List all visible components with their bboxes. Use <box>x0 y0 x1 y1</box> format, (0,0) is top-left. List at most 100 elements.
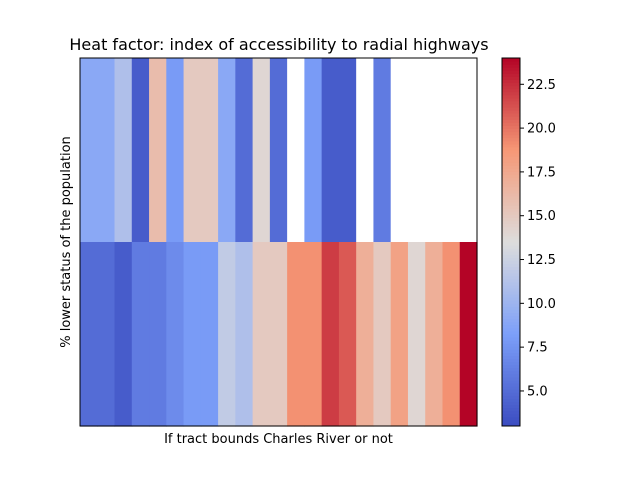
colorbar-gradient-step <box>502 85 520 90</box>
colorbar-gradient-step <box>502 58 520 62</box>
colorbar-gradient-step <box>502 334 520 338</box>
colorbar-gradient-step <box>502 140 520 145</box>
colorbar-tick-label: 17.5 <box>527 165 556 180</box>
heatmap-cell <box>235 242 254 427</box>
heatmap-cell <box>356 58 375 243</box>
colorbar-gradient-step <box>502 110 520 114</box>
colorbar-gradient-step <box>502 297 520 301</box>
colorbar-gradient-step <box>502 64 520 68</box>
colorbar-gradient-step <box>502 383 520 387</box>
colorbar-gradient-step <box>502 404 520 409</box>
colorbar-tick-label: 22.5 <box>527 78 556 93</box>
heatmap-cells <box>80 58 478 427</box>
colorbar-gradient-step <box>502 159 520 163</box>
colorbar-gradient-step <box>502 174 520 179</box>
heatmap-cell <box>149 58 167 243</box>
heatmap-cell <box>183 242 202 427</box>
colorbar-gradient-step <box>502 343 520 347</box>
colorbar-gradient-step <box>502 143 520 148</box>
colorbar-gradient-step <box>502 312 520 317</box>
colorbar-gradient-step <box>502 165 520 169</box>
colorbar-gradient-step <box>502 376 520 381</box>
colorbar-gradient-step <box>502 150 520 154</box>
heatmap-cell <box>235 58 254 243</box>
heatmap-cell <box>252 58 271 243</box>
colorbar-gradient-step <box>502 340 520 344</box>
heatmap-cell <box>373 242 392 427</box>
colorbar-gradient-step <box>502 226 520 231</box>
colorbar-gradient-step <box>502 260 520 264</box>
colorbar-gradient-step <box>502 315 520 320</box>
y-axis-label: % lower status of the population <box>59 136 74 348</box>
colorbar-gradient-step <box>502 263 520 268</box>
colorbar-gradient-step <box>502 248 520 252</box>
heatmap-cell <box>425 242 444 427</box>
colorbar-gradient-step <box>502 137 520 142</box>
colorbar-gradient-step <box>502 202 520 206</box>
colorbar-gradient-step <box>502 251 520 255</box>
colorbar-gradient-step <box>502 386 520 390</box>
heatmap-cell <box>114 242 133 427</box>
colorbar-tick-label: 20.0 <box>527 122 556 137</box>
plot-frame <box>79 57 478 427</box>
heatmap-cell <box>131 58 150 243</box>
heatmap-cell <box>97 58 116 243</box>
colorbar-gradient-step <box>502 398 520 402</box>
colorbar-gradient-step <box>502 413 520 418</box>
colorbar-gradient-step <box>502 358 520 363</box>
colorbar-gradient-step <box>502 192 520 197</box>
heatmap-cell <box>80 58 98 243</box>
colorbar-gradient-step <box>502 318 520 323</box>
colorbar-gradient-step <box>502 272 520 277</box>
colorbar-gradient-step <box>502 407 520 412</box>
colorbar-gradient-step <box>502 208 520 212</box>
colorbar-gradient-step <box>502 168 520 172</box>
colorbar-gradient-step <box>502 131 520 136</box>
colorbar-gradient-step <box>502 269 520 274</box>
colorbar-gradient-step <box>502 238 520 243</box>
colorbar-gradient-step <box>502 346 520 350</box>
colorbar-gradient-step <box>502 254 520 258</box>
colorbar-tick-label: 12.5 <box>527 253 556 268</box>
heatmap-cell <box>407 242 426 427</box>
heatmap-cell <box>166 58 185 243</box>
colorbar-gradient-step <box>502 257 520 261</box>
colorbar-gradient-step <box>502 416 520 421</box>
colorbar-gradient-step <box>502 73 520 77</box>
heatmap-cell <box>269 58 288 243</box>
chart-title: Heat factor: index of accessibility to r… <box>69 35 488 54</box>
colorbar-gradient-step <box>502 266 520 271</box>
colorbar-gradient-step <box>502 217 520 222</box>
colorbar-gradient-step <box>502 214 520 218</box>
heatmap-cell <box>356 242 375 427</box>
heatmap-cell <box>459 242 478 427</box>
colorbar-gradient-step <box>502 97 520 102</box>
colorbar-gradient-step <box>502 162 520 166</box>
colorbar-gradient-step <box>502 189 520 194</box>
colorbar-tick-label: 7.5 <box>527 341 548 356</box>
colorbar-gradient-step <box>502 199 520 203</box>
heatmap-cell <box>373 58 392 243</box>
colorbar-gradient-step <box>502 309 520 314</box>
heatmap-cell <box>269 242 288 427</box>
colorbar-gradient-step <box>502 79 520 84</box>
colorbar-gradient-step <box>502 186 520 191</box>
heatmap-cell <box>338 58 357 243</box>
colorbar-gradient-step <box>502 122 520 126</box>
colorbar-gradient-step <box>502 410 520 415</box>
colorbar-gradient-step <box>502 61 520 65</box>
colorbar-gradient-step <box>502 211 520 215</box>
heatmap-cell <box>390 242 409 427</box>
heatmap-cell <box>287 58 305 243</box>
colorbar-gradient-step <box>502 171 520 176</box>
colorbar-tick-label: 15.0 <box>527 209 556 224</box>
colorbar-gradient-step <box>502 125 520 130</box>
colorbar-gradient-step <box>502 306 520 310</box>
colorbar: 5.0 7.5 10.0 12.5 15.0 17.5 20.0 22.5 <box>501 57 556 427</box>
colorbar-gradient-step <box>502 349 520 353</box>
colorbar-gradient-step <box>502 392 520 396</box>
colorbar-gradient-step <box>502 67 520 71</box>
colorbar-gradient-step <box>502 229 520 234</box>
heatmap-cell <box>149 242 167 427</box>
